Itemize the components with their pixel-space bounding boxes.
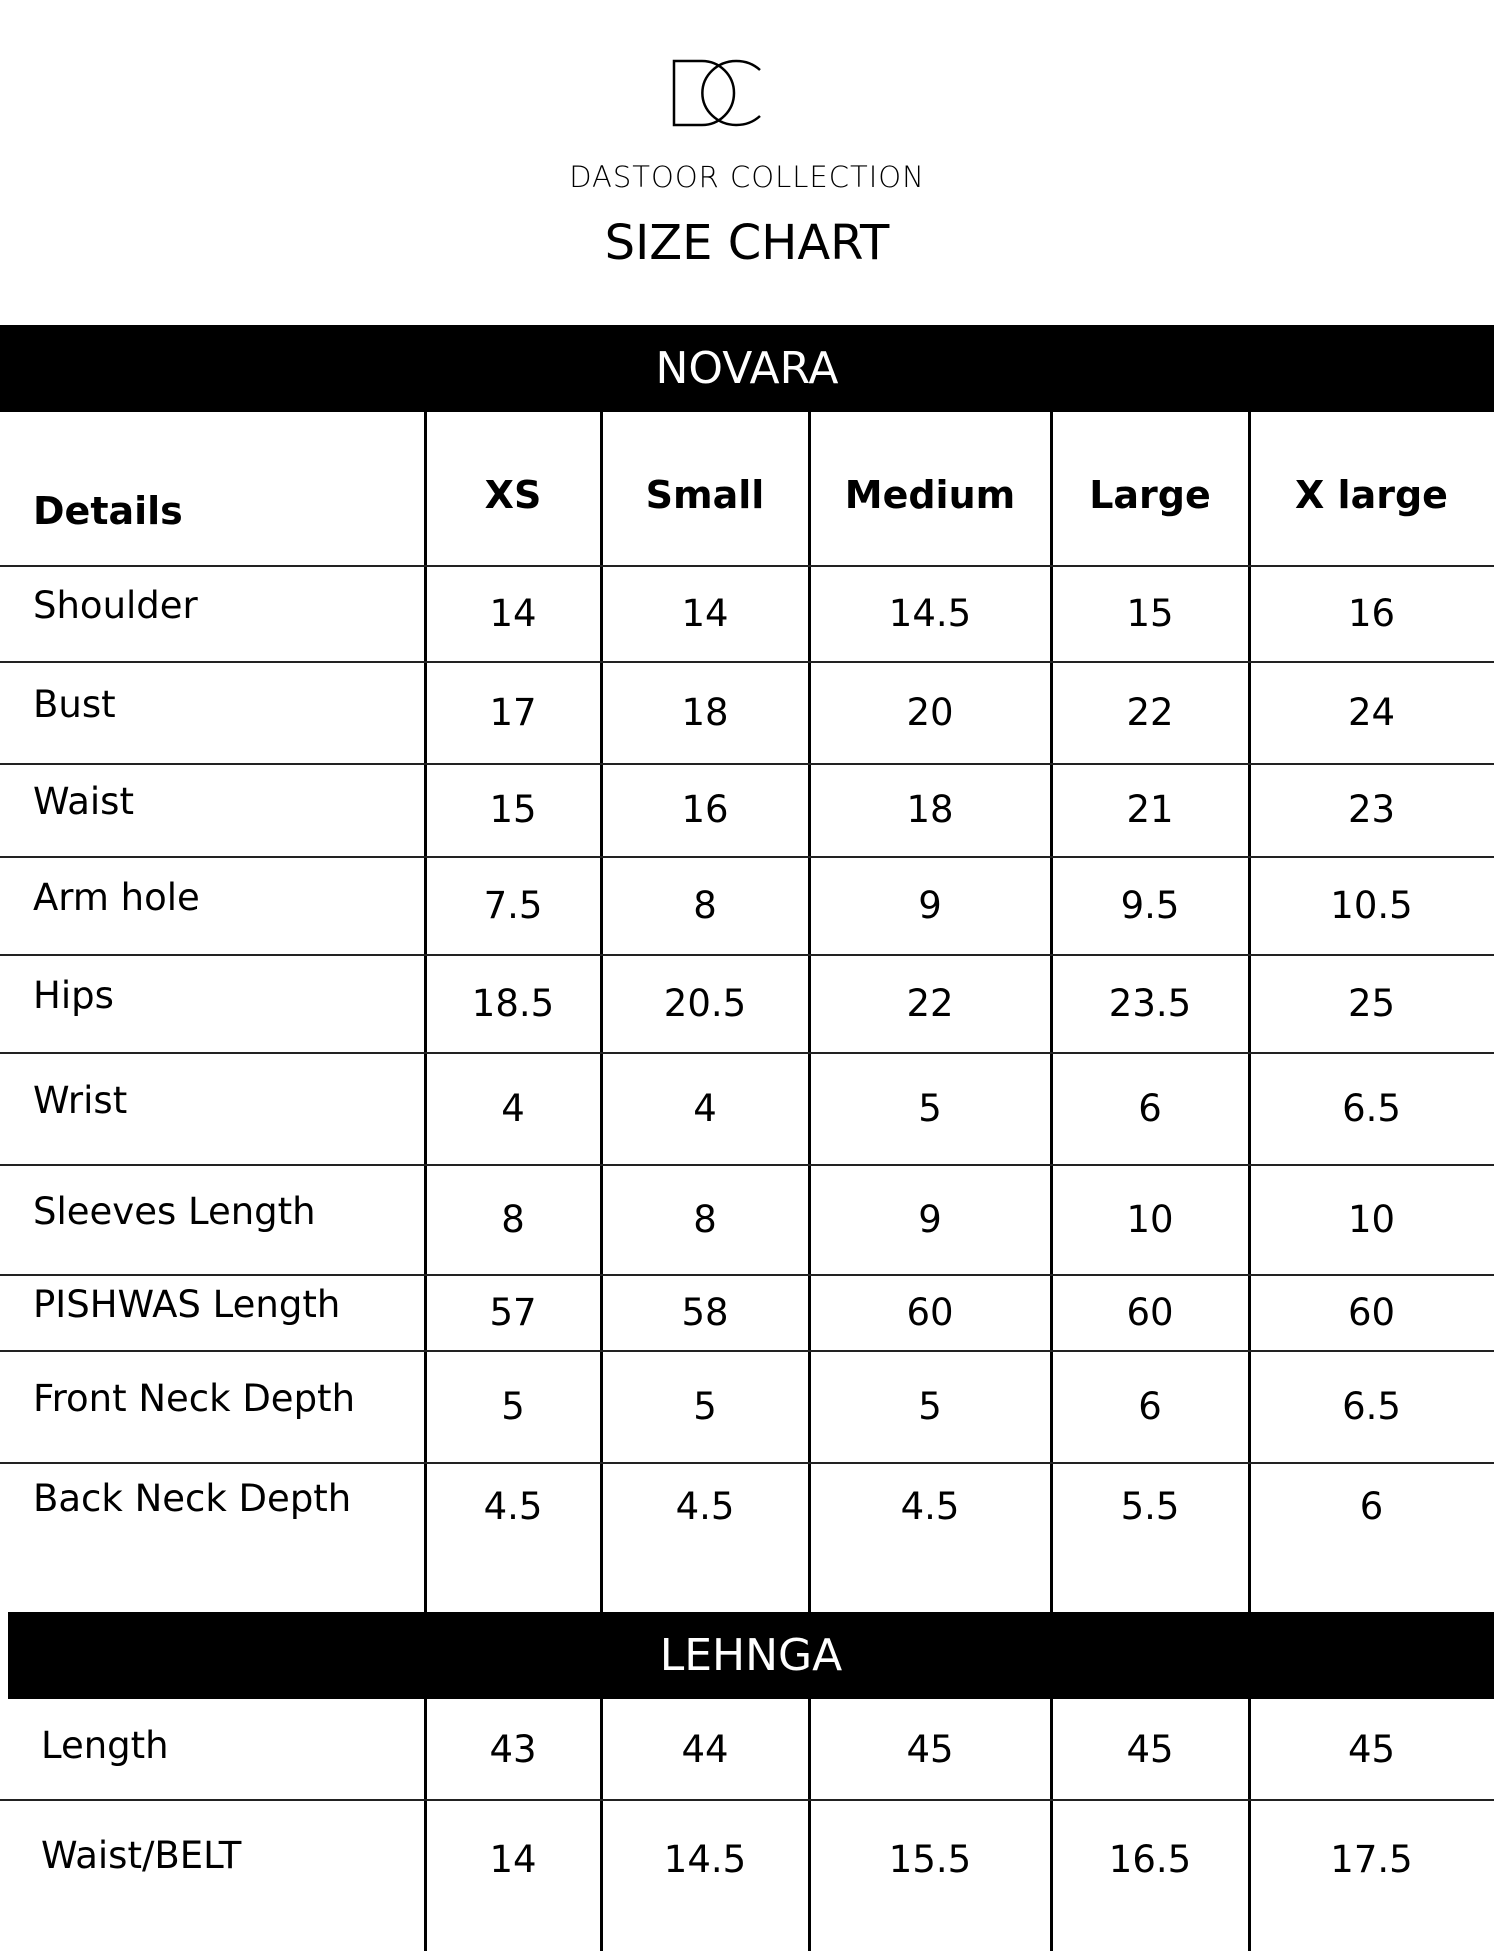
size-value: 45 — [906, 1727, 954, 1771]
size-value: 14.5 — [663, 1837, 747, 1881]
size-value: 22 — [906, 981, 954, 1025]
size-value: 9 — [918, 1197, 942, 1241]
size-value: 20.5 — [663, 981, 747, 1025]
size-value: 14 — [489, 591, 537, 635]
row-label: Shoulder — [33, 583, 198, 627]
size-value: 9.5 — [1120, 883, 1180, 927]
size-value: 14.5 — [888, 591, 972, 635]
size-value: 8 — [501, 1197, 525, 1241]
row-label: Hips — [33, 973, 114, 1017]
size-value: 6 — [1359, 1484, 1384, 1528]
column-divider — [808, 412, 811, 1951]
size-value: 4.5 — [483, 1484, 543, 1528]
size-value: 18.5 — [471, 981, 555, 1025]
size-value: 44 — [681, 1727, 729, 1771]
header-size: Small — [645, 473, 765, 517]
size-value: 15 — [1126, 591, 1174, 635]
size-value: 4.5 — [675, 1484, 735, 1528]
size-value: 14 — [681, 591, 729, 635]
row-divider — [0, 565, 1494, 567]
row-label: Waist/BELT — [41, 1833, 242, 1877]
size-value: 7.5 — [483, 883, 543, 927]
size-value: 6 — [1138, 1086, 1162, 1130]
row-divider — [0, 1052, 1494, 1054]
row-divider — [0, 1799, 1494, 1801]
size-value: 60 — [1347, 1290, 1396, 1334]
column-divider — [424, 412, 427, 1951]
brand-name: DASTOOR COLLECTION — [569, 160, 925, 194]
size-value: 20 — [906, 690, 954, 734]
row-divider — [0, 856, 1494, 858]
size-value: 45 — [1126, 1727, 1174, 1771]
size-value: 23 — [1347, 788, 1396, 831]
column-divider — [1248, 412, 1251, 1951]
size-value: 18 — [906, 788, 954, 831]
size-value: 60 — [1126, 1290, 1174, 1334]
column-divider — [1050, 412, 1053, 1951]
size-value: 17.5 — [1330, 1837, 1413, 1881]
row-divider — [0, 1164, 1494, 1166]
row-divider — [0, 954, 1494, 956]
header-size: XS — [484, 473, 542, 517]
column-divider — [600, 412, 603, 1951]
size-value: 5 — [693, 1384, 717, 1428]
row-label: Front Neck Depth — [33, 1376, 356, 1420]
header-size: Large — [1089, 473, 1211, 517]
size-value: 57 — [489, 1290, 537, 1334]
size-value: 4 — [693, 1086, 717, 1130]
row-divider — [0, 763, 1494, 765]
size-value: 15 — [489, 788, 537, 831]
size-value: 5.5 — [1120, 1484, 1180, 1528]
row-label: Sleeves Length — [33, 1189, 316, 1233]
size-value: 21 — [1126, 788, 1174, 831]
row-label: Bust — [33, 682, 116, 726]
size-value: 17 — [489, 690, 537, 734]
size-value: 6.5 — [1342, 1086, 1401, 1130]
size-value: 16.5 — [1108, 1837, 1192, 1881]
size-value: 10.5 — [1330, 883, 1413, 927]
row-divider — [0, 1462, 1494, 1464]
row-label: Back Neck Depth — [33, 1476, 352, 1520]
row-divider — [0, 1350, 1494, 1352]
size-value: 4.5 — [900, 1484, 960, 1528]
row-label: Arm hole — [33, 875, 200, 919]
size-value: 18 — [681, 690, 729, 734]
section-header-novara: NOVARA — [0, 325, 1494, 412]
row-divider — [0, 1274, 1494, 1276]
header-size: X large — [1295, 473, 1448, 517]
size-value: 15.5 — [888, 1837, 972, 1881]
size-value: 8 — [693, 1197, 717, 1241]
size-value: 5 — [501, 1384, 525, 1428]
size-value: 5 — [918, 1384, 942, 1428]
size-value: 8 — [693, 883, 717, 927]
header-details: Details — [33, 489, 183, 533]
size-value: 58 — [681, 1290, 729, 1334]
size-value: 25 — [1347, 981, 1396, 1025]
size-value: 22 — [1126, 690, 1174, 734]
size-value: 5 — [918, 1086, 942, 1130]
row-label: PISHWAS Length — [33, 1282, 341, 1326]
size-value: 16 — [681, 788, 729, 831]
size-value: 43 — [489, 1727, 537, 1771]
row-label: Waist — [33, 780, 134, 823]
size-value: 45 — [1347, 1727, 1396, 1771]
row-label: Wrist — [33, 1078, 128, 1122]
size-value: 24 — [1347, 690, 1396, 734]
size-value: 16 — [1347, 591, 1396, 635]
size-value: 4 — [501, 1086, 525, 1130]
row-label: Length — [41, 1723, 169, 1767]
size-value: 60 — [906, 1290, 954, 1334]
size-value: 6 — [1138, 1384, 1162, 1428]
size-value: 14 — [489, 1837, 537, 1881]
dc-logo — [672, 59, 761, 127]
page-title: SIZE CHART — [604, 215, 890, 271]
size-value: 23.5 — [1108, 981, 1192, 1025]
row-divider — [0, 661, 1494, 663]
size-value: 9 — [918, 883, 942, 927]
size-value: 6.5 — [1342, 1384, 1401, 1428]
size-value: 10 — [1347, 1197, 1396, 1241]
section-header-lehnga: LEHNGA — [8, 1612, 1494, 1699]
header-size: Medium — [844, 473, 1016, 517]
size-value: 10 — [1126, 1197, 1174, 1241]
